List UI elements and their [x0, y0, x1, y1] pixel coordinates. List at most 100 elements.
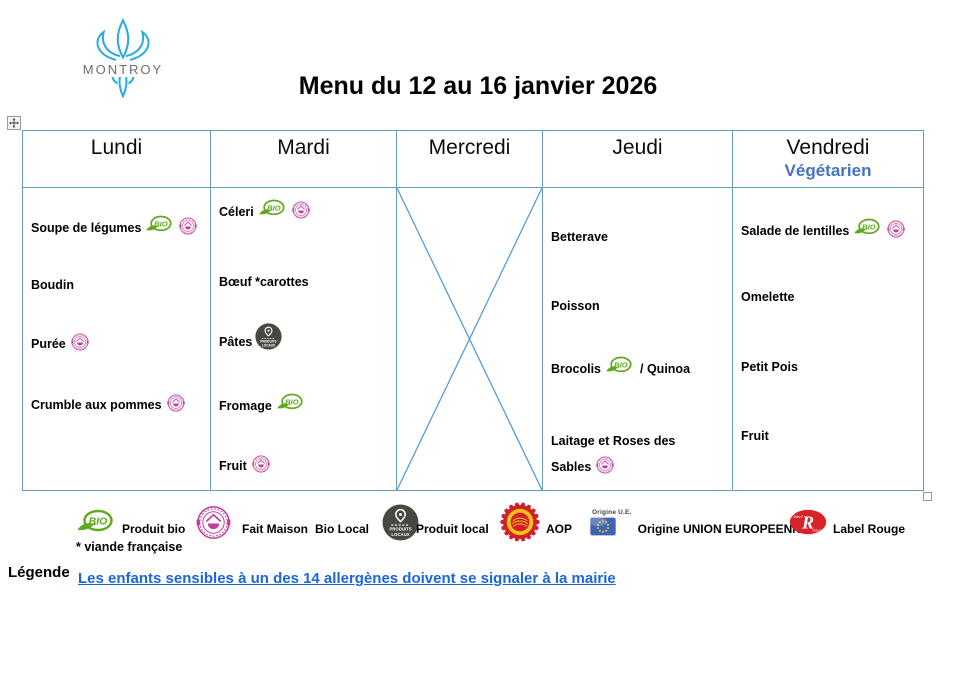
table-resize-handle[interactable]: [923, 492, 932, 501]
menu-item: Poisson: [551, 298, 732, 315]
menu-item-text: Crumble aux pommes: [31, 398, 162, 412]
fait-maison-icon: [292, 201, 311, 219]
aop-icon: [500, 502, 540, 542]
menu-item-text: Purée: [31, 337, 66, 351]
svg-text:BIO: BIO: [863, 222, 877, 231]
menu-item: Brocolis BIO / Quinoa: [551, 356, 732, 378]
menu-item-text: Laitage et Roses des Sables: [551, 434, 676, 474]
fait-maison-icon: [252, 455, 271, 473]
day-label: Mercredi: [428, 136, 511, 159]
viande-francaise-note: * viande française: [76, 540, 183, 554]
menu-item-text: Poisson: [551, 299, 600, 313]
day-header-vendredi: Vendredi Végétarien: [733, 131, 924, 188]
legend-entry-fait-maison: Fait Maison: [196, 500, 308, 544]
menu-item-text: Petit Pois: [741, 360, 798, 374]
menu-item-text: Fruit: [219, 459, 247, 473]
menu-item: Laitage et Roses des Sables: [551, 428, 701, 480]
produit-local-icon: PRODUITS LOCAUX: [255, 323, 282, 350]
menu-item: Boudin: [31, 277, 210, 294]
legend-entry-produit-local: PRODUITS LOCAUX Produit local: [382, 500, 489, 544]
menu-item: Omelette: [741, 289, 923, 306]
legend-label: Fait Maison: [242, 522, 309, 536]
legend-label: AOP: [546, 522, 573, 536]
day-header-mercredi: Mercredi: [397, 131, 543, 188]
menu-item: Salade de lentilles BIO: [741, 218, 923, 240]
table-move-handle-icon[interactable]: [7, 116, 21, 130]
menu-item-text: Céleri: [219, 205, 254, 219]
legende-label: Légende: [8, 564, 70, 581]
bio-icon: BIO: [258, 199, 287, 216]
svg-text:R: R: [801, 513, 814, 533]
menu-item-text: Bœuf *carottes: [219, 275, 309, 289]
legend-entry-label-rouge: R label rouge Label Rouge: [789, 500, 905, 544]
legend-entry-produit-bio: BIO Produit bio: [76, 500, 185, 544]
fait-maison-icon: [887, 220, 906, 238]
menu-item-text: Betterave: [551, 230, 608, 244]
eu-flag-icon: Origine U.E.: [590, 509, 632, 536]
svg-text:PRODUITS: PRODUITS: [389, 526, 411, 531]
day-cell-lundi: Soupe de légumes BIO Boudin Purée Crumble…: [23, 188, 211, 491]
legend-entry-aop: AOP: [500, 500, 572, 544]
svg-text:LOCAUX: LOCAUX: [391, 531, 409, 536]
menu-table: Lundi Mardi Mercredi Jeudi Vendredi Végétarie…: [22, 130, 924, 491]
menu-item-text: Salade de lentilles: [741, 224, 850, 238]
montroy-logo: MONTROY: [81, 18, 165, 100]
menu-item-text: Boudin: [31, 278, 75, 292]
day-label: Jeudi: [612, 136, 663, 159]
fait-maison-icon: [596, 456, 615, 474]
page-title: Menu du 12 au 16 janvier 2026: [298, 72, 658, 100]
menu-item: Fruit: [741, 428, 923, 445]
day-header-lundi: Lundi: [23, 131, 211, 188]
svg-text:BIO: BIO: [267, 203, 281, 212]
logo-wordmark: MONTROY: [81, 62, 165, 77]
menu-item-text: Soupe de légumes: [31, 221, 142, 235]
day-header-mardi: Mardi: [211, 131, 397, 188]
legend-entry-bio-local: Bio Local: [315, 500, 369, 544]
day-cell-mercredi: [397, 188, 543, 491]
svg-text:LOCAUX: LOCAUX: [262, 343, 276, 347]
menu-item-suffix: / Quinoa: [640, 362, 691, 376]
produit-local-icon: PRODUITS LOCAUX: [382, 504, 419, 541]
svg-text:BIO: BIO: [285, 397, 299, 406]
svg-text:label: label: [793, 514, 803, 519]
menu-item: Fromage BIO: [219, 393, 396, 415]
legend-label: Produit local: [416, 522, 489, 536]
bio-icon: BIO: [145, 215, 174, 232]
day-sublabel: Végétarien: [784, 161, 872, 180]
day-label: Vendredi: [786, 136, 870, 159]
fait-maison-icon: [166, 394, 186, 412]
legend-entry-origine-union-europeenne: Origine U.E. Origine UNION EUROPEENNE: [590, 500, 809, 544]
menu-item: Céleri BIO: [219, 199, 396, 221]
label-rouge-icon: R label rouge: [789, 509, 827, 535]
legend-strip: BIO Produit bio Fait Maison Bio Local PRO…: [0, 500, 969, 546]
menu-item-text: Omelette: [741, 290, 795, 304]
legend-label: Label Rouge: [833, 522, 906, 536]
menu-item: Fruit: [219, 455, 396, 475]
menu-item-text: Fruit: [741, 429, 769, 443]
menu-item: Betterave: [551, 229, 732, 246]
allergen-notice-link[interactable]: Les enfants sensibles à un des 14 allerg…: [78, 570, 616, 587]
day-header-jeudi: Jeudi: [543, 131, 733, 188]
day-cell-jeudi: Betterave Poisson Brocolis BIO / Quinoa Lai…: [543, 188, 733, 491]
crossed-out-x: [397, 188, 542, 490]
svg-text:rouge: rouge: [812, 528, 823, 533]
bio-icon: BIO: [605, 356, 634, 373]
menu-item-text: Fromage: [219, 399, 272, 413]
menu-item-text: Pâtes: [219, 335, 253, 349]
bio-icon: BIO: [853, 218, 882, 235]
day-cell-mardi: Céleri BIO Bœuf *carottes Pâtes PRODUITS …: [211, 188, 397, 491]
svg-text:PRODUITS: PRODUITS: [261, 340, 277, 344]
day-label: Lundi: [90, 136, 143, 159]
menu-item: Soupe de légumes BIO: [31, 215, 210, 237]
menu-item-text: Brocolis: [551, 362, 602, 376]
day-label: Mardi: [277, 136, 330, 159]
bio-icon: BIO: [276, 393, 305, 410]
menu-item: Purée: [31, 333, 210, 353]
day-cell-vendredi: Salade de lentilles BIO Omelette Petit Po…: [733, 188, 924, 491]
fait-maison-icon: [196, 505, 231, 540]
bio-icon: BIO: [76, 509, 116, 535]
menu-item: Crumble aux pommes: [31, 394, 210, 414]
eu-caption: Origine U.E.: [592, 508, 632, 516]
legend-label: Produit bio: [122, 522, 186, 536]
svg-text:BIO: BIO: [614, 360, 628, 369]
